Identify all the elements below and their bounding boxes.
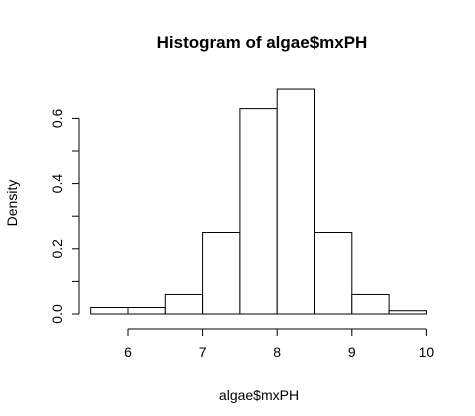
- histogram-bar: [314, 232, 353, 315]
- histogram-bar: [276, 88, 316, 315]
- x-tick-label: 8: [273, 344, 281, 360]
- chart-title: Histogram of algae$mxPH: [157, 33, 368, 52]
- x-tick-label: 10: [419, 344, 435, 360]
- histogram-bar: [127, 306, 166, 315]
- histogram-bar: [388, 310, 427, 315]
- histogram-bars: [90, 88, 427, 315]
- histogram-bar: [239, 108, 278, 315]
- x-tick-label: 9: [348, 344, 356, 360]
- histogram-bar: [164, 293, 204, 315]
- y-tick-label: 0.2: [49, 239, 65, 259]
- y-axis: 0.0 0.2 0.4 0.6: [49, 108, 80, 324]
- x-axis-label: algae$mxPH: [219, 387, 299, 403]
- x-axis: 6 7 8 9 10: [124, 328, 435, 360]
- y-tick-label: 0.6: [49, 108, 65, 128]
- x-tick-label: 6: [124, 344, 132, 360]
- histogram-bar: [90, 306, 129, 315]
- histogram-bar: [351, 293, 390, 315]
- histogram-bar: [202, 232, 241, 315]
- x-tick-label: 7: [199, 344, 207, 360]
- y-tick-label: 0.0: [49, 304, 65, 324]
- y-tick-label: 0.4: [49, 174, 65, 194]
- y-axis-label: Density: [4, 180, 20, 227]
